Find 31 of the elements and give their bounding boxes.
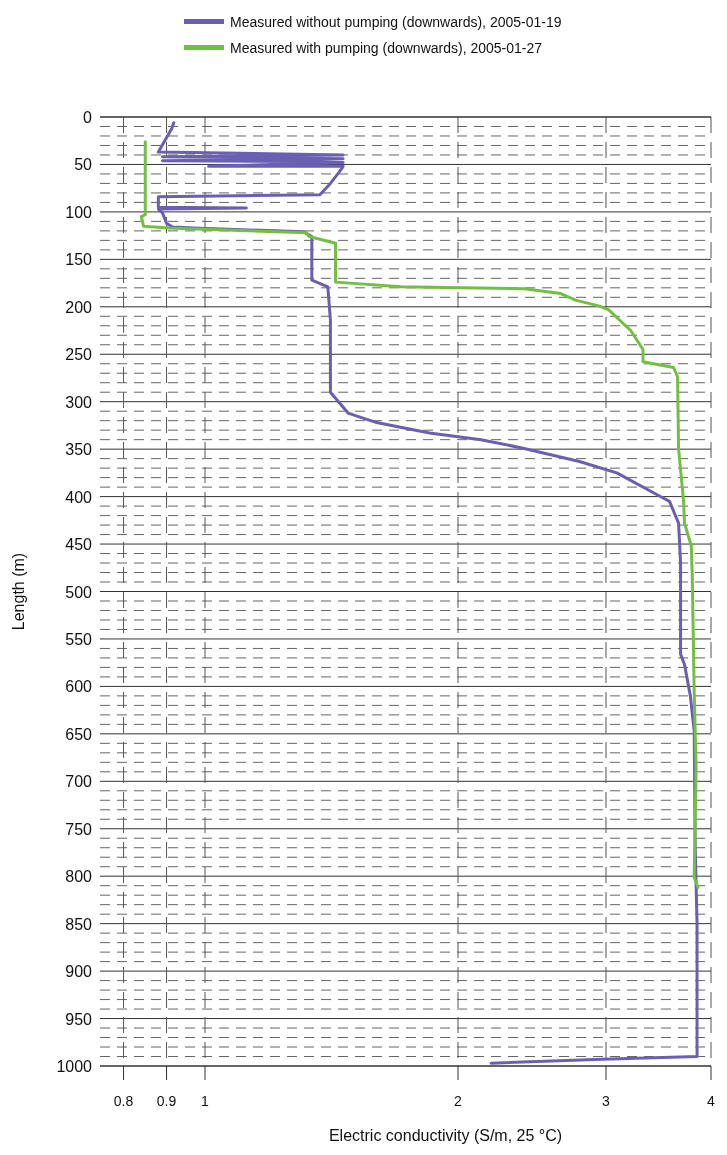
y-tick-label: 850 bbox=[65, 915, 93, 933]
y-tick-label: 450 bbox=[65, 536, 93, 554]
y-tick-label: 650 bbox=[65, 725, 93, 743]
x-tick-label: 0.8 bbox=[113, 1093, 134, 1109]
x-tick-label: 4 bbox=[707, 1093, 716, 1109]
y-axis-title: Length (m) bbox=[10, 552, 27, 631]
y-tick-label: 50 bbox=[74, 156, 93, 174]
y-tick-label: 800 bbox=[65, 868, 93, 886]
y-tick-label: 250 bbox=[65, 346, 93, 364]
y-tick-label: 150 bbox=[65, 251, 93, 269]
y-tick-label: 550 bbox=[65, 630, 93, 648]
legend-label: Measured without pumping (downwards), 2005-01-19 bbox=[230, 14, 562, 30]
y-tick-label: 700 bbox=[65, 773, 93, 791]
y-tick-label: 200 bbox=[65, 298, 93, 316]
legend-label: Measured with pumping (downwards), 2005-01-27 bbox=[230, 40, 543, 56]
y-tick-label: 950 bbox=[65, 1010, 93, 1028]
y-tick-label: 100 bbox=[65, 203, 93, 221]
x-axis-title: Electric conductivity (S/m, 25 °C) bbox=[328, 1127, 563, 1144]
y-tick-label: 750 bbox=[65, 820, 93, 838]
x-tick-label: 2 bbox=[454, 1093, 463, 1109]
x-tick-label: 3 bbox=[602, 1093, 611, 1109]
y-tick-label: 400 bbox=[65, 488, 93, 506]
y-tick-label: 900 bbox=[65, 963, 93, 981]
y-tick-label: 600 bbox=[65, 678, 93, 696]
y-tick-label: 300 bbox=[65, 393, 93, 411]
y-tick-label: 1000 bbox=[56, 1058, 93, 1075]
y-tick-label: 350 bbox=[65, 441, 93, 459]
x-tick-label: 0.9 bbox=[156, 1093, 177, 1109]
x-tick-label: 1 bbox=[201, 1093, 210, 1109]
y-tick-label: 0 bbox=[83, 109, 93, 126]
y-tick-label: 500 bbox=[65, 583, 93, 601]
